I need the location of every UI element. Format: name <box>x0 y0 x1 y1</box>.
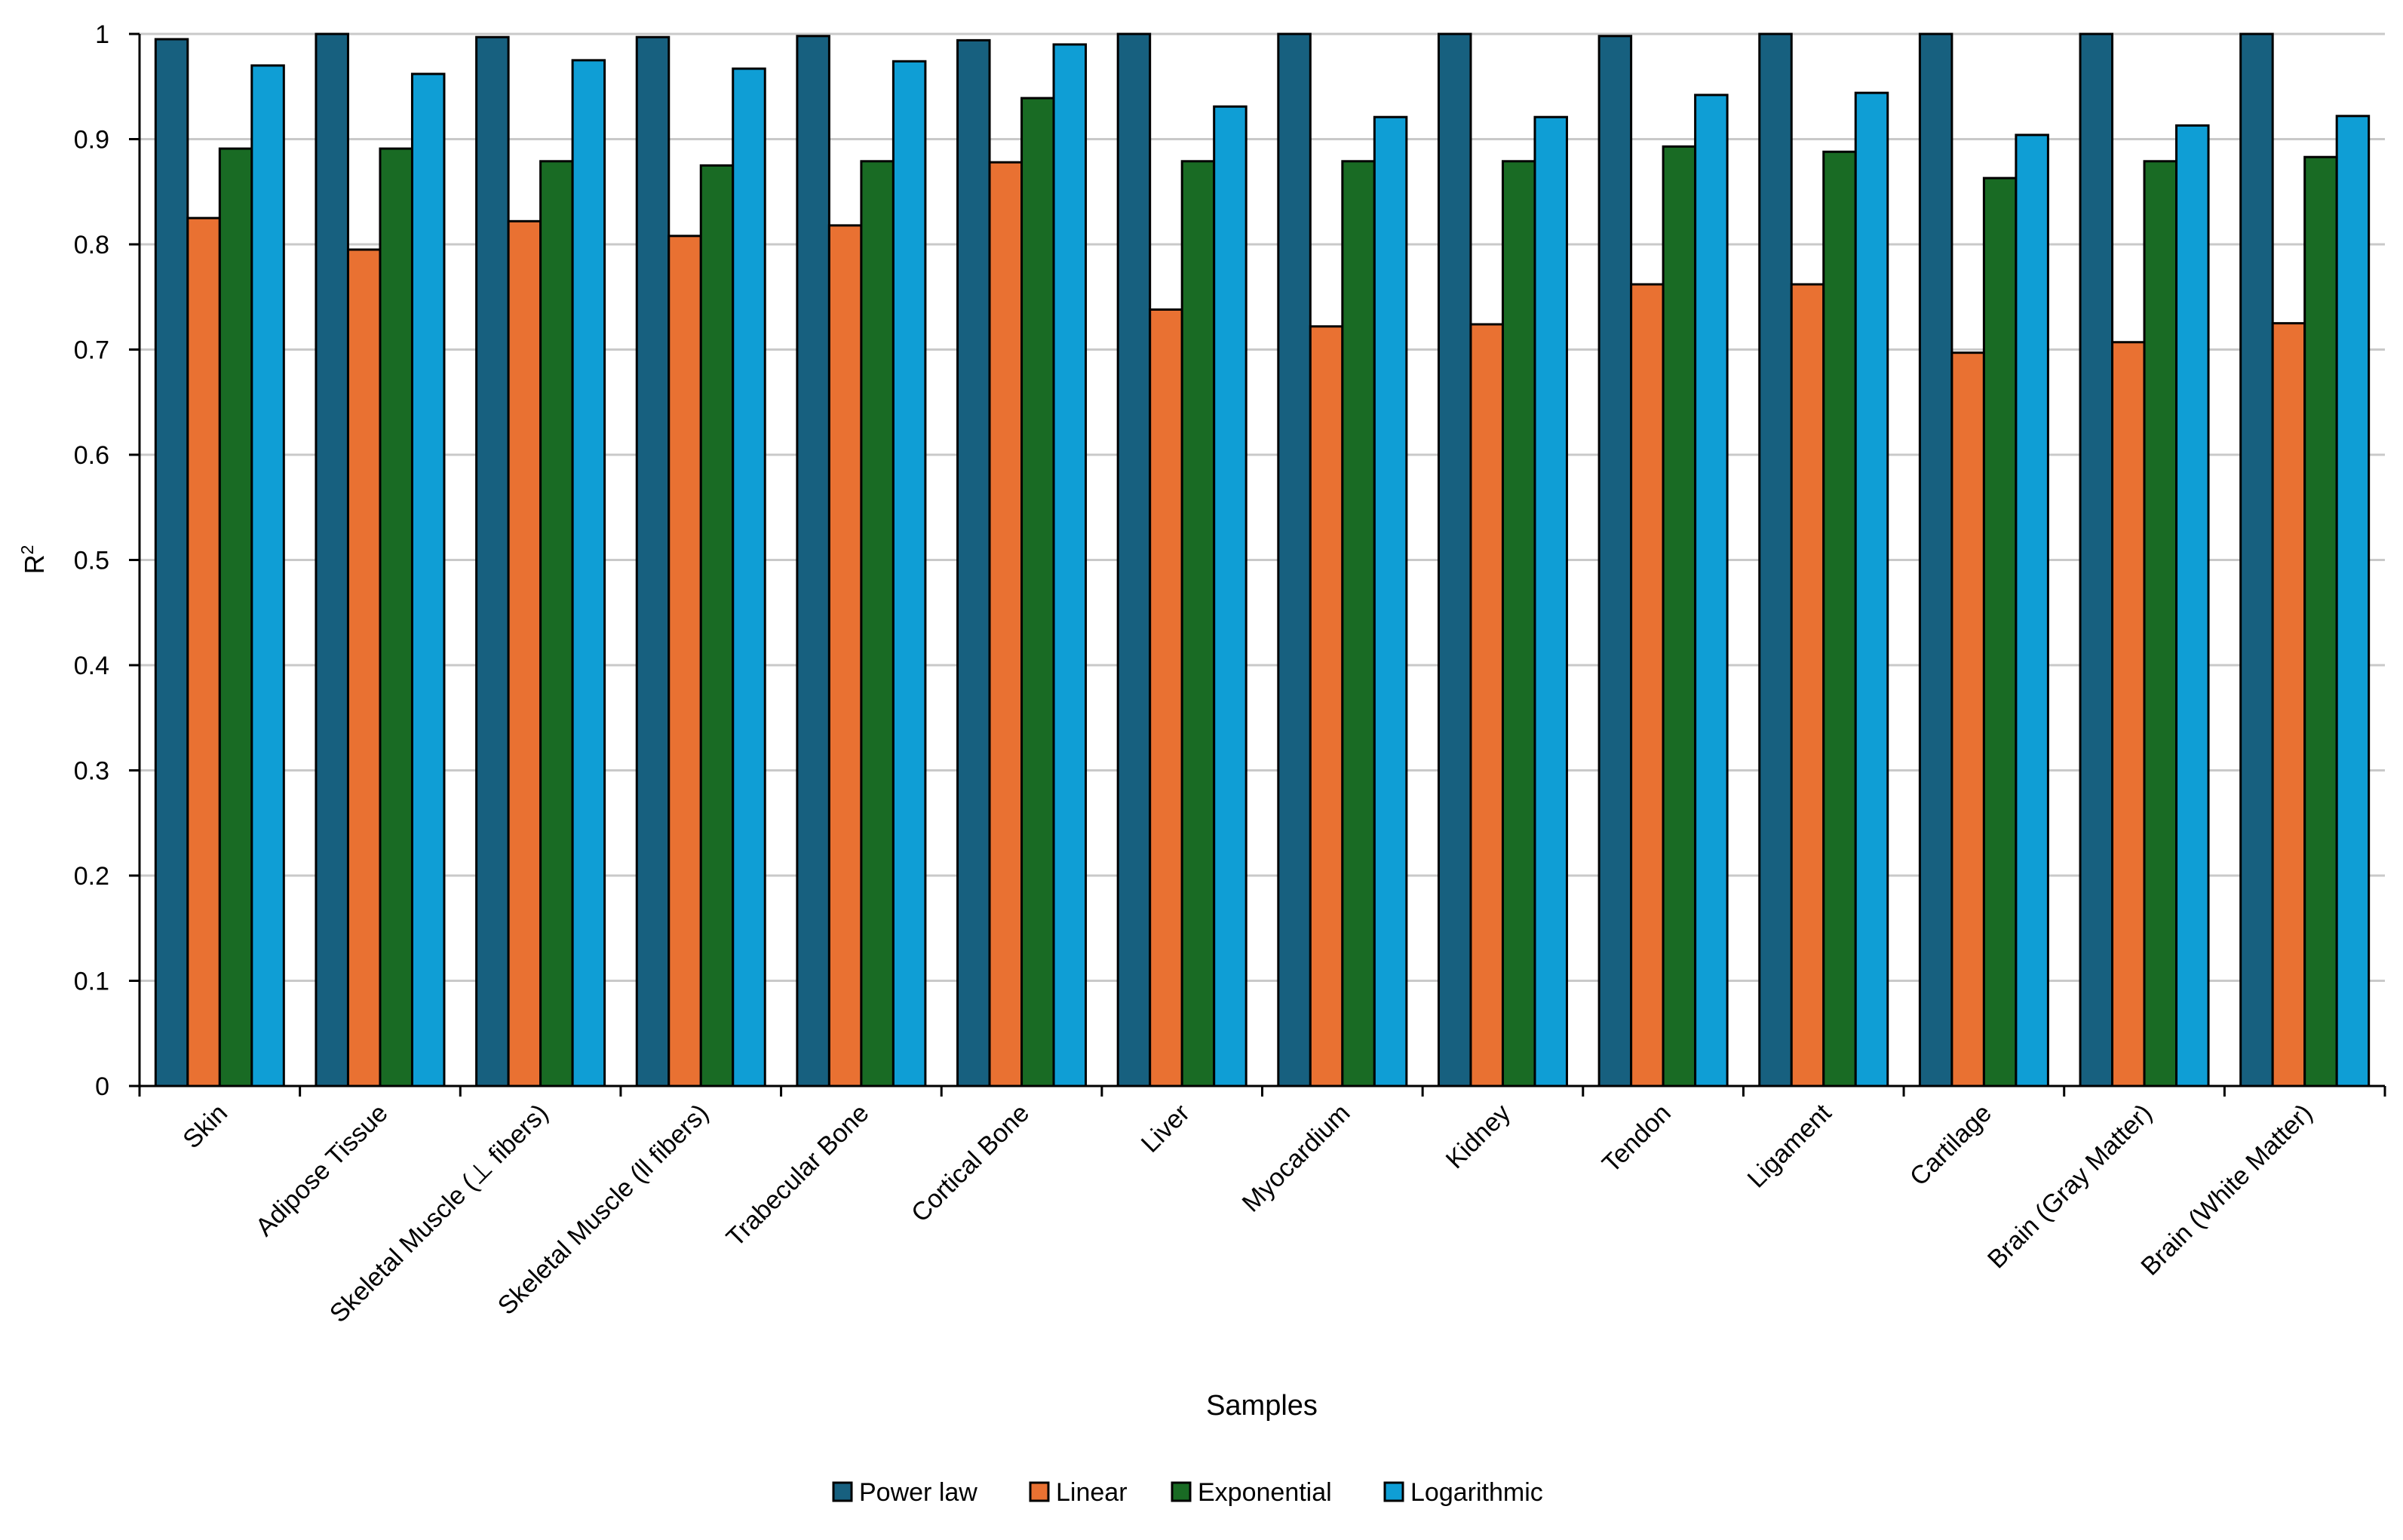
bar-power-law <box>1918 32 1953 1088</box>
bar-linear <box>2271 322 2306 1088</box>
x-tick-label: Ligament <box>1742 1098 1837 1193</box>
y-tick-label: 0 <box>95 1072 109 1101</box>
bar-power-law <box>154 38 189 1088</box>
bar-power-law <box>1116 32 1152 1088</box>
bar-power-law <box>796 35 830 1088</box>
legend: Power law Linear Exponential Logarithmic <box>832 1478 1543 1507</box>
bar-exponential <box>379 147 413 1088</box>
bar-power-law <box>2239 32 2274 1088</box>
x-axis-title: Samples <box>1206 1390 1318 1422</box>
x-tick-label: Tendon <box>1597 1099 1677 1179</box>
x-tick-label: Myocardium <box>1237 1099 1356 1218</box>
bar-power-law <box>315 32 349 1088</box>
bar-power-law <box>1437 32 1472 1088</box>
bar-linear <box>827 224 863 1088</box>
legend-swatch <box>1383 1481 1404 1502</box>
bar-logarithmic <box>1533 115 1568 1088</box>
y-tick-label: 0.6 <box>74 441 109 470</box>
bar-logarithmic <box>2175 124 2210 1088</box>
bar-logarithmic <box>1213 105 1248 1088</box>
bar-power-law <box>475 35 510 1088</box>
bar-exponential <box>1822 150 1857 1088</box>
bar-linear <box>668 235 702 1088</box>
bar-exponential <box>2143 160 2178 1088</box>
bar-linear <box>1790 283 1825 1088</box>
bar-linear <box>2111 341 2146 1088</box>
bar-exponential <box>1982 176 2018 1088</box>
legend-swatch <box>1171 1481 1192 1502</box>
x-tick-label: Adipose Tissue <box>250 1099 394 1242</box>
bar-exponential <box>2303 155 2338 1088</box>
x-tick-label: Trabecular Bone <box>721 1099 875 1253</box>
legend-swatch <box>1029 1481 1050 1502</box>
x-tick-label: Cartilage <box>1904 1099 1997 1192</box>
bar-exponential <box>1341 160 1376 1088</box>
bar-logarithmic <box>1373 115 1408 1088</box>
bar-linear <box>1149 308 1183 1088</box>
bar-exponential <box>1020 97 1055 1088</box>
y-tick-label: 0.4 <box>74 652 109 680</box>
legend-label: Power law <box>859 1478 977 1507</box>
bar-power-law <box>1758 32 1793 1088</box>
bar-logarithmic <box>250 64 285 1088</box>
bar-logarithmic <box>2015 133 2049 1088</box>
legend-label: Exponential <box>1198 1478 1332 1507</box>
bar-exponential <box>860 160 895 1088</box>
legend-label: Logarithmic <box>1410 1478 1543 1507</box>
bar-logarithmic <box>1694 94 1729 1088</box>
bar-logarithmic <box>571 59 606 1088</box>
bar-exponential <box>218 147 253 1088</box>
bar-logarithmic <box>892 60 927 1088</box>
y-tick-label: 0.3 <box>74 757 109 786</box>
bar-exponential <box>699 164 735 1088</box>
bar-exponential <box>1501 160 1536 1088</box>
y-tick-label: 0.5 <box>74 547 109 575</box>
legend-swatch <box>832 1481 853 1502</box>
x-tick-label: Brain (White Matter) <box>2135 1099 2318 1281</box>
bars <box>154 32 2371 1088</box>
y-tick-labels: 0 0.1 0.2 0.3 0.4 0.5 0.6 0.7 0.8 0.9 1 <box>74 20 140 1101</box>
x-tick-label: Cortical Bone <box>906 1099 1035 1228</box>
y-tick-label: 0.1 <box>74 968 109 996</box>
bar-linear <box>186 216 221 1088</box>
bar-linear <box>1309 325 1344 1088</box>
bar-power-law <box>2079 32 2114 1088</box>
x-tick-label: Liver <box>1136 1099 1195 1158</box>
y-tick-label: 0.9 <box>74 126 109 155</box>
bar-linear <box>507 219 542 1088</box>
bar-logarithmic <box>410 72 446 1088</box>
y-axis-title: R2 <box>17 545 50 575</box>
bar-exponential <box>539 160 574 1088</box>
bar-logarithmic <box>1052 43 1088 1088</box>
bar-power-law <box>1277 32 1312 1088</box>
y-tick-label: 0.8 <box>74 231 109 259</box>
x-tick-label: Kidney <box>1441 1099 1516 1174</box>
bar-power-law <box>956 38 991 1088</box>
y-tick-label: 0.2 <box>74 862 109 891</box>
bar-exponential <box>1180 160 1216 1088</box>
bar-linear <box>346 248 382 1088</box>
x-tick-label: Skin <box>177 1099 233 1155</box>
bar-power-law <box>1597 35 1633 1088</box>
bar-exponential <box>1662 145 1697 1088</box>
bar-linear <box>1950 351 1985 1088</box>
y-tick-label: 0.7 <box>74 336 109 365</box>
bar-logarithmic <box>732 67 766 1088</box>
x-tick-label: Brain (Gray Matter) <box>1982 1099 2158 1275</box>
bar-linear <box>1630 283 1665 1088</box>
bar-power-law <box>635 35 671 1088</box>
legend-label: Linear <box>1056 1478 1128 1507</box>
bar-logarithmic <box>1854 91 1889 1088</box>
bar-linear <box>1469 323 1504 1088</box>
bar-linear <box>988 161 1024 1088</box>
y-tick-label: 1 <box>95 20 109 49</box>
bar-logarithmic <box>2335 115 2371 1088</box>
